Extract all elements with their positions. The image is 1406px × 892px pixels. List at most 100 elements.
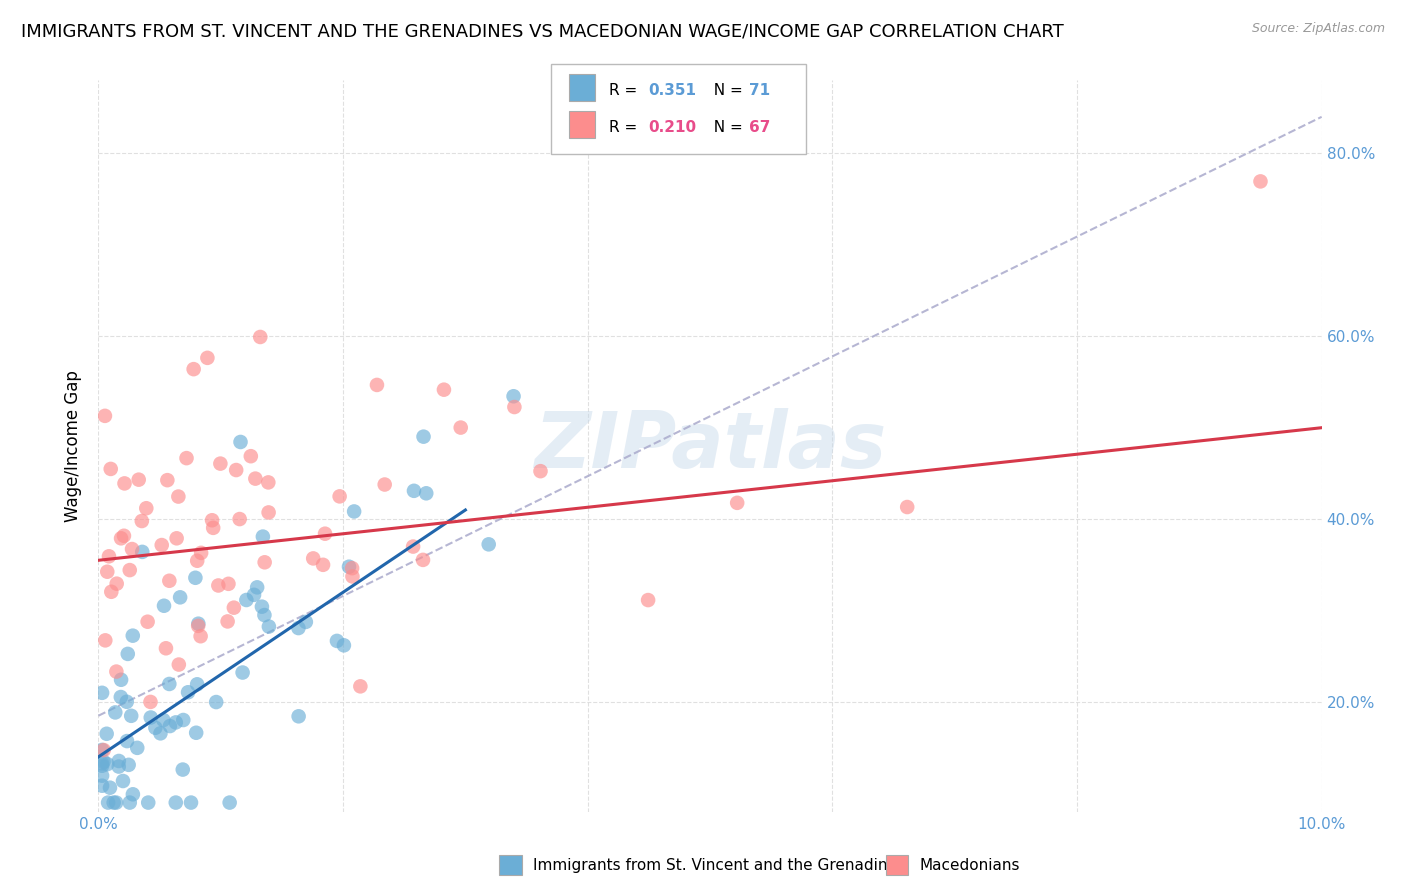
Text: 67: 67 (749, 120, 770, 136)
Point (91, 779, 114, 793)
Point (217, 577, 239, 591)
Point (186, 677, 208, 691)
Point (342, 569, 364, 583)
Point (415, 486, 437, 500)
Point (180, 796, 202, 810)
Point (228, 512, 250, 526)
Point (156, 473, 179, 487)
Text: ZIPatlas: ZIPatlas (534, 408, 886, 484)
Point (176, 451, 198, 466)
Point (150, 538, 173, 552)
Point (314, 526, 336, 541)
Text: N =: N = (704, 120, 748, 136)
Point (93, 743, 115, 757)
Point (243, 588, 266, 602)
Point (107, 759, 129, 773)
Point (253, 555, 276, 569)
Point (94, 409, 117, 423)
Point (207, 578, 229, 592)
Point (118, 563, 141, 577)
Point (450, 420, 472, 434)
Point (637, 593, 659, 607)
Point (366, 378, 388, 392)
Point (159, 719, 181, 733)
Point (121, 542, 143, 557)
Point (139, 710, 162, 724)
Point (118, 757, 141, 772)
Text: Immigrants from St. Vincent and the Grenadines: Immigrants from St. Vincent and the Gren… (533, 858, 905, 872)
Point (343, 504, 366, 518)
Point (222, 600, 245, 615)
Point (201, 513, 224, 527)
Point (329, 489, 352, 503)
Point (257, 505, 280, 519)
Point (896, 500, 918, 514)
Point (503, 400, 526, 414)
Point (135, 501, 157, 516)
Point (250, 599, 273, 614)
Point (114, 476, 136, 491)
Point (166, 531, 188, 545)
Point (412, 553, 434, 567)
Point (136, 796, 159, 810)
Point (91, 743, 114, 757)
Point (105, 796, 128, 810)
Point (502, 389, 524, 403)
Point (91, 769, 114, 783)
Point (172, 763, 194, 777)
Point (232, 665, 254, 680)
Point (115, 695, 138, 709)
Point (96, 565, 118, 579)
Point (169, 591, 191, 605)
Point (218, 796, 240, 810)
Point (167, 657, 190, 672)
Point (374, 477, 396, 491)
Point (287, 621, 309, 635)
Point (217, 615, 239, 629)
Point (225, 463, 247, 477)
Point (91, 686, 114, 700)
Point (91, 758, 114, 772)
Point (245, 472, 267, 486)
Point (312, 558, 335, 572)
Point (157, 574, 180, 588)
Point (96, 757, 118, 772)
Point (177, 685, 200, 699)
Point (103, 796, 125, 810)
Point (412, 430, 434, 444)
Point (100, 584, 122, 599)
Text: 0.210: 0.210 (648, 120, 696, 136)
Point (302, 551, 325, 566)
Point (153, 599, 176, 613)
Point (349, 679, 371, 693)
Point (205, 695, 228, 709)
Point (202, 521, 225, 535)
Point (91, 756, 114, 771)
Point (337, 559, 360, 574)
Point (117, 647, 139, 661)
Text: IMMIGRANTS FROM ST. VINCENT AND THE GRENADINES VS MACEDONIAN WAGE/INCOME GAP COR: IMMIGRANTS FROM ST. VINCENT AND THE GREN… (21, 22, 1064, 40)
Point (165, 796, 187, 810)
Point (186, 725, 208, 739)
Point (155, 641, 177, 656)
Point (105, 665, 128, 679)
Point (122, 787, 145, 801)
Point (131, 545, 153, 559)
Point (249, 330, 271, 344)
Text: R =: R = (609, 83, 643, 98)
Point (94, 633, 117, 648)
Point (478, 537, 501, 551)
Point (402, 483, 425, 498)
Point (110, 673, 132, 687)
Point (235, 593, 257, 607)
Point (229, 434, 252, 449)
Point (98, 780, 121, 795)
Point (121, 629, 143, 643)
Y-axis label: Wage/Income Gap: Wage/Income Gap (65, 370, 83, 522)
Point (131, 514, 153, 528)
Point (287, 709, 309, 723)
Point (197, 351, 219, 365)
Point (187, 619, 209, 633)
Point (172, 713, 194, 727)
Text: Source: ZipAtlas.com: Source: ZipAtlas.com (1251, 22, 1385, 36)
